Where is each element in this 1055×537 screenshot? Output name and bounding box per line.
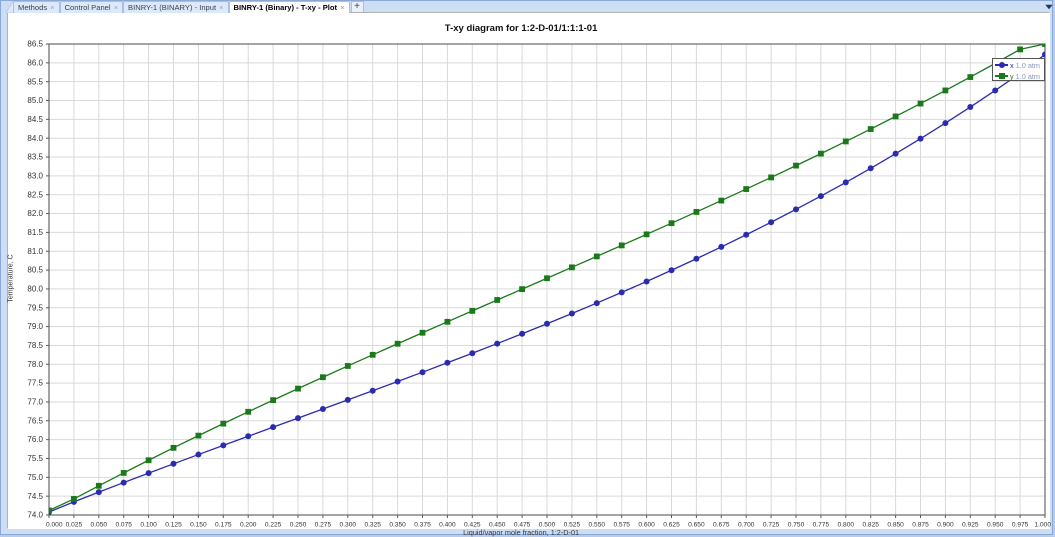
- svg-text:80.5: 80.5: [27, 266, 43, 275]
- svg-text:86.5: 86.5: [27, 40, 43, 49]
- svg-text:78.0: 78.0: [27, 360, 43, 369]
- svg-text:84.0: 84.0: [27, 134, 43, 143]
- svg-text:78.5: 78.5: [27, 341, 43, 350]
- svg-text:76.0: 76.0: [27, 436, 43, 445]
- svg-text:77.5: 77.5: [27, 379, 43, 388]
- svg-text:79.0: 79.0: [27, 322, 43, 331]
- svg-text:83.0: 83.0: [27, 172, 43, 181]
- svg-text:85.0: 85.0: [27, 96, 43, 105]
- svg-text:81.5: 81.5: [27, 228, 43, 237]
- svg-text:83.5: 83.5: [27, 153, 43, 162]
- svg-text:74.5: 74.5: [27, 492, 43, 501]
- svg-text:81.0: 81.0: [27, 247, 43, 256]
- svg-text:79.5: 79.5: [27, 304, 43, 313]
- svg-text:74.0: 74.0: [27, 511, 43, 520]
- svg-text:1.000: 1.000: [1034, 522, 1051, 529]
- svg-text:84.5: 84.5: [27, 115, 43, 124]
- svg-text:75.0: 75.0: [27, 473, 43, 482]
- svg-text:86.0: 86.0: [27, 59, 43, 68]
- svg-text:82.5: 82.5: [27, 191, 43, 200]
- svg-text:80.0: 80.0: [27, 285, 43, 294]
- svg-text:77.0: 77.0: [27, 398, 43, 407]
- svg-text:85.5: 85.5: [27, 78, 43, 87]
- svg-text:76.5: 76.5: [27, 417, 43, 426]
- svg-text:82.0: 82.0: [27, 209, 43, 218]
- svg-text:75.5: 75.5: [27, 454, 43, 463]
